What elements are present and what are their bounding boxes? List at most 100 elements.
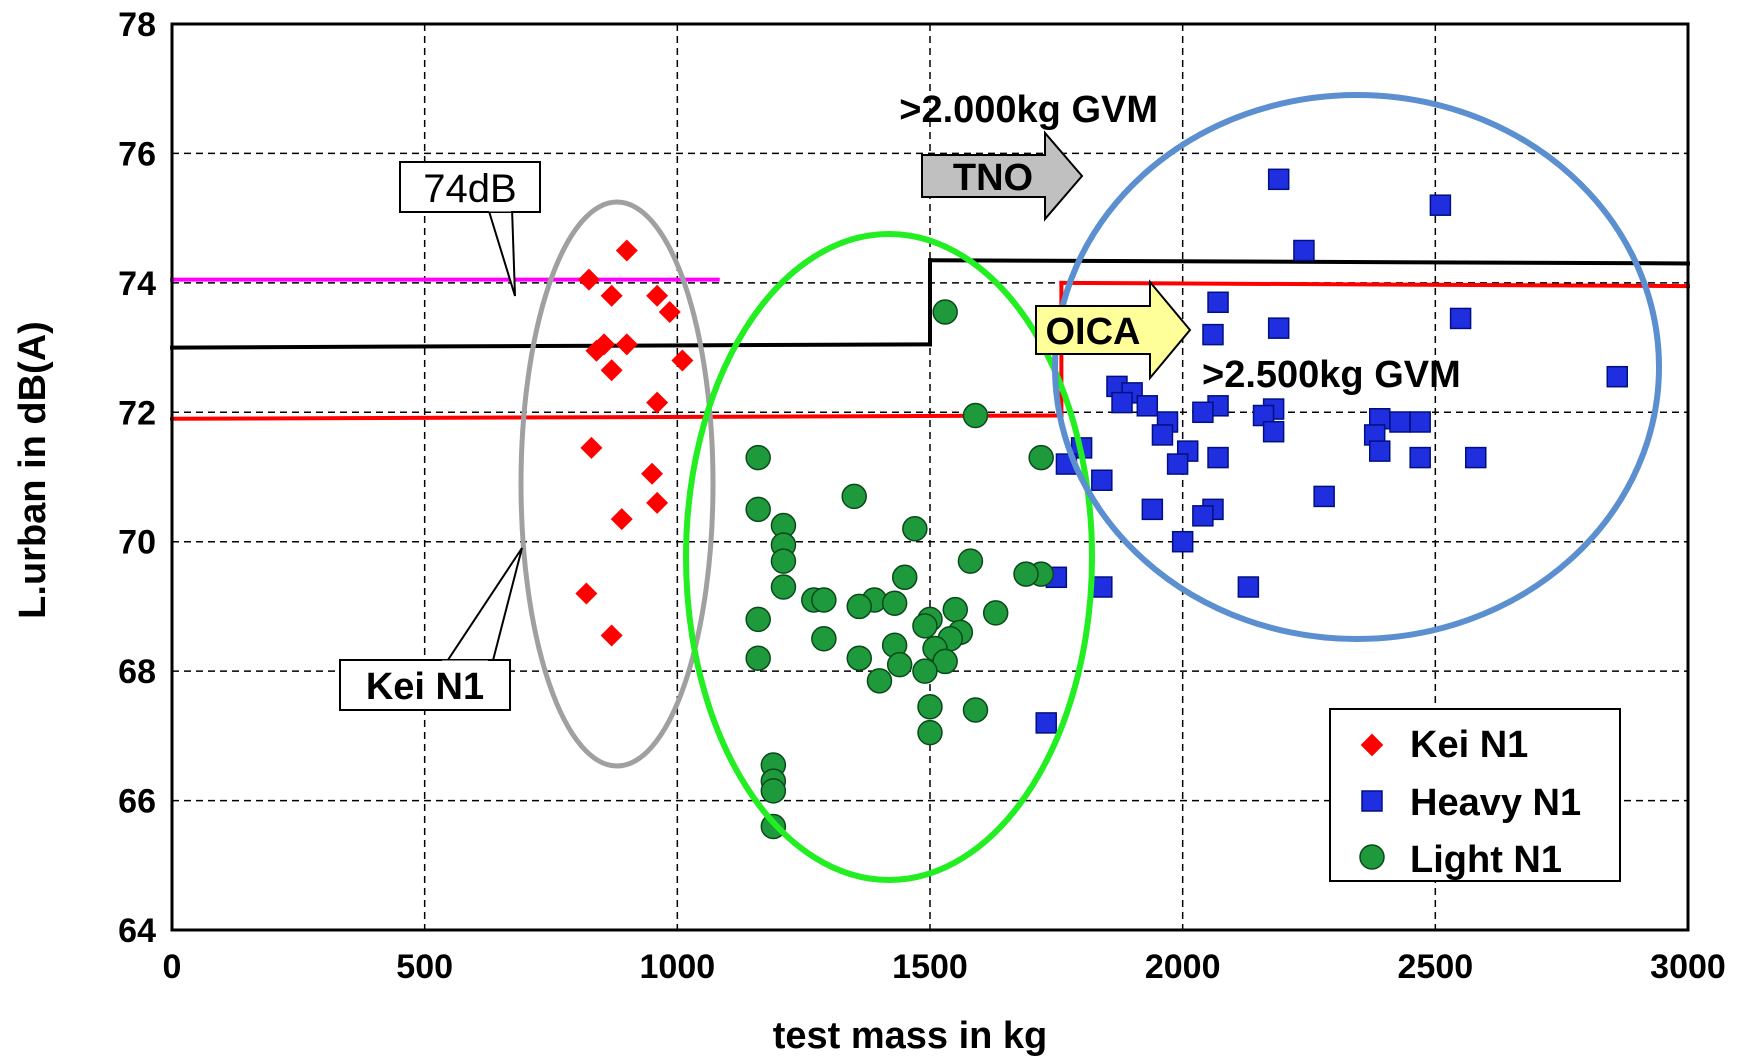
- point-kei-n1: [600, 359, 623, 382]
- point-light-n1: [1013, 561, 1039, 587]
- point-heavy-n1: [1449, 307, 1472, 330]
- callout-kei-pointer: [438, 547, 523, 673]
- point-heavy-n1: [1267, 168, 1290, 191]
- point-heavy-n1: [1313, 485, 1335, 508]
- legend-marker-heavy: [1361, 790, 1383, 812]
- point-kei-n1: [585, 339, 608, 362]
- point-light-n1: [957, 548, 984, 574]
- limit-line-segment: [169, 413, 1064, 421]
- point-light-n1: [745, 645, 771, 671]
- plot-border: [170, 22, 1690, 932]
- point-kei-n1: [575, 582, 598, 605]
- point-light-n1: [942, 596, 969, 623]
- point-heavy-n1: [1409, 446, 1431, 469]
- point-heavy-n1: [1368, 440, 1391, 462]
- x-tick-label: 2000: [1145, 948, 1221, 986]
- point-heavy-n1: [1465, 446, 1487, 469]
- point-light-n1: [962, 402, 989, 429]
- point-kei-n1: [600, 624, 623, 647]
- limit-line-segment: [927, 258, 1691, 266]
- point-kei-n1: [671, 349, 694, 372]
- point-light-n1: [846, 593, 873, 620]
- point-heavy-n1: [1136, 395, 1159, 417]
- point-light-n1: [745, 444, 771, 471]
- point-heavy-n1: [1192, 505, 1214, 527]
- ellipse-kei-n1: [518, 199, 716, 769]
- point-light-n1: [811, 626, 837, 652]
- point-light-n1: [902, 516, 928, 542]
- limit-line-segment: [169, 342, 933, 350]
- callout-74db-box: [399, 161, 541, 213]
- limit-line-segment: [1059, 280, 1691, 289]
- point-light-n1: [982, 600, 1009, 626]
- point-heavy-n1: [1207, 446, 1229, 469]
- y-axis-title: L.urban in dB(A): [12, 321, 54, 619]
- legend-label-kei: Kei N1: [1410, 724, 1528, 766]
- point-heavy-n1: [1111, 391, 1133, 414]
- point-light-n1: [846, 645, 873, 671]
- point-kei-n1: [610, 508, 633, 531]
- x-tick-label: 0: [163, 948, 182, 986]
- y-tick-label: 78: [118, 6, 156, 44]
- point-light-n1: [1028, 444, 1054, 471]
- point-light-n1: [841, 483, 867, 510]
- x-tick-label: 500: [396, 948, 453, 986]
- point-heavy-n1: [1409, 411, 1431, 433]
- oica-arrow-label: OICA: [1046, 311, 1141, 353]
- point-heavy-n1: [1091, 469, 1113, 491]
- point-kei-n1: [658, 300, 681, 323]
- point-heavy-n1: [1091, 576, 1113, 598]
- point-light-n1: [891, 564, 918, 591]
- point-light-n1: [917, 719, 943, 746]
- ellipse-heavy-n1: [1052, 92, 1662, 642]
- y-tick-label: 66: [118, 783, 156, 821]
- point-heavy-n1: [1166, 453, 1189, 475]
- legend-label-light: Light N1: [1410, 839, 1562, 881]
- group-ellipses: [518, 92, 1662, 883]
- point-heavy-n1: [1192, 401, 1214, 424]
- point-heavy-n1: [1171, 530, 1194, 553]
- x-axis-title: test mass in kg: [773, 1015, 1048, 1057]
- point-kei-n1: [577, 268, 600, 291]
- point-heavy-n1: [1389, 411, 1411, 433]
- point-heavy-n1: [1151, 424, 1174, 446]
- point-kei-n1: [615, 239, 638, 262]
- y-tick-label: 76: [118, 135, 156, 173]
- point-light-n1: [770, 574, 797, 600]
- point-light-n1: [886, 651, 913, 678]
- callout-74db-label: 74dB: [423, 167, 516, 211]
- ellipse-light-n1: [683, 231, 1095, 883]
- point-kei-n1: [600, 284, 623, 307]
- callout-kei-box: [339, 659, 511, 711]
- x-tick-label: 1000: [640, 948, 716, 986]
- point-light-n1: [866, 668, 893, 694]
- legend: Kei N1 Heavy N1 Light N1: [1329, 708, 1621, 882]
- point-light-n1: [917, 693, 943, 720]
- point-heavy-n1: [1207, 291, 1229, 314]
- x-tick-label: 2500: [1398, 948, 1474, 986]
- point-heavy-n1: [1429, 194, 1452, 216]
- y-tick-label: 74: [118, 265, 156, 303]
- point-heavy-n1: [1606, 365, 1629, 388]
- point-light-n1: [811, 587, 837, 613]
- tno-arrow-label: TNO: [953, 157, 1033, 199]
- point-light-n1: [760, 778, 787, 804]
- tno-arrow: [921, 130, 1084, 222]
- x-tick-label: 3000: [1650, 948, 1726, 986]
- point-light-n1: [745, 496, 771, 523]
- point-heavy-n1: [1267, 317, 1290, 339]
- y-tick-label: 70: [118, 524, 156, 562]
- y-tick-label: 72: [118, 394, 156, 432]
- point-light-n1: [962, 697, 989, 723]
- point-kei-n1: [615, 333, 638, 356]
- point-kei-n1: [646, 284, 669, 307]
- tno-gvm-label: >2.000kg GVM: [899, 89, 1158, 131]
- point-heavy-n1: [1035, 712, 1057, 734]
- point-heavy-n1: [1202, 323, 1224, 346]
- point-light-n1: [912, 613, 938, 639]
- oica-arrow: [1035, 279, 1192, 381]
- point-kei-n1: [646, 491, 669, 514]
- point-light-n1: [770, 548, 797, 574]
- point-heavy-n1: [1262, 420, 1285, 443]
